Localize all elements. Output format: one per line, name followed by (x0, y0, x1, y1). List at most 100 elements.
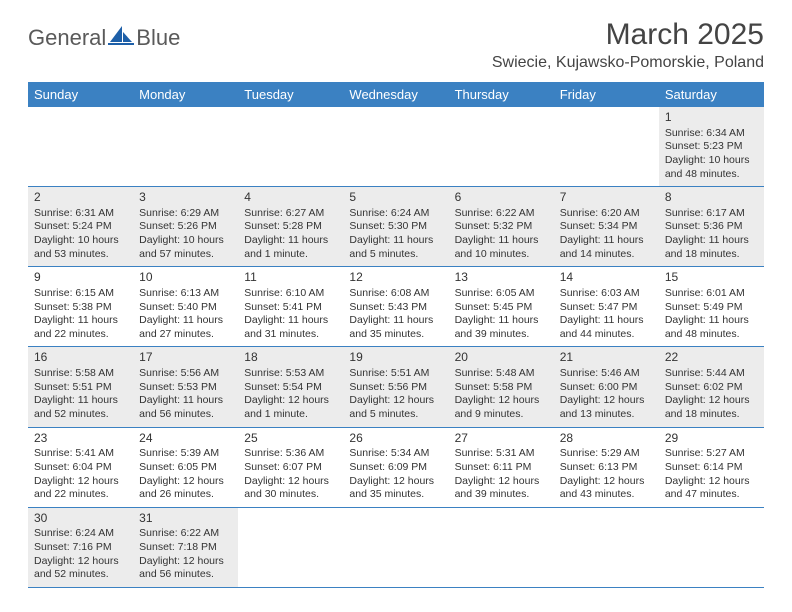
day-number: 14 (560, 270, 653, 286)
calendar-body: 1Sunrise: 6:34 AMSunset: 5:23 PMDaylight… (28, 107, 764, 587)
day-sunrise: Sunrise: 5:29 AM (560, 447, 653, 461)
day-sunrise: Sunrise: 5:51 AM (349, 367, 442, 381)
day-sunset: Sunset: 5:26 PM (139, 220, 232, 234)
calendar-cell-empty (238, 107, 343, 187)
day-number: 9 (34, 270, 127, 286)
day-daylight1: Daylight: 12 hours (244, 394, 337, 408)
day-number: 21 (560, 350, 653, 366)
day-daylight2: and 27 minutes. (139, 328, 232, 342)
day-daylight2: and 56 minutes. (139, 408, 232, 422)
day-sunrise: Sunrise: 5:39 AM (139, 447, 232, 461)
calendar-week: 1Sunrise: 6:34 AMSunset: 5:23 PMDaylight… (28, 107, 764, 187)
day-daylight1: Daylight: 12 hours (349, 394, 442, 408)
day-sunrise: Sunrise: 6:01 AM (665, 287, 758, 301)
calendar-cell: 4Sunrise: 6:27 AMSunset: 5:28 PMDaylight… (238, 187, 343, 267)
calendar-cell-empty (554, 507, 659, 587)
calendar-cell: 6Sunrise: 6:22 AMSunset: 5:32 PMDaylight… (449, 187, 554, 267)
day-number: 2 (34, 190, 127, 206)
calendar-cell: 14Sunrise: 6:03 AMSunset: 5:47 PMDayligh… (554, 267, 659, 347)
day-daylight2: and 56 minutes. (139, 568, 232, 582)
day-daylight2: and 35 minutes. (349, 488, 442, 502)
calendar-cell: 19Sunrise: 5:51 AMSunset: 5:56 PMDayligh… (343, 347, 448, 427)
calendar-cell: 29Sunrise: 5:27 AMSunset: 6:14 PMDayligh… (659, 427, 764, 507)
calendar-cell: 30Sunrise: 6:24 AMSunset: 7:16 PMDayligh… (28, 507, 133, 587)
day-daylight2: and 44 minutes. (560, 328, 653, 342)
day-daylight2: and 43 minutes. (560, 488, 653, 502)
day-sunrise: Sunrise: 6:34 AM (665, 127, 758, 141)
calendar-cell: 28Sunrise: 5:29 AMSunset: 6:13 PMDayligh… (554, 427, 659, 507)
day-daylight1: Daylight: 11 hours (455, 234, 548, 248)
day-daylight2: and 52 minutes. (34, 568, 127, 582)
day-daylight2: and 47 minutes. (665, 488, 758, 502)
day-daylight2: and 1 minute. (244, 408, 337, 422)
day-header: Monday (133, 82, 238, 107)
day-sunrise: Sunrise: 5:31 AM (455, 447, 548, 461)
calendar-cell: 15Sunrise: 6:01 AMSunset: 5:49 PMDayligh… (659, 267, 764, 347)
day-header: Sunday (28, 82, 133, 107)
day-daylight1: Daylight: 11 hours (349, 314, 442, 328)
day-number: 20 (455, 350, 548, 366)
day-sunset: Sunset: 5:36 PM (665, 220, 758, 234)
day-daylight1: Daylight: 11 hours (665, 314, 758, 328)
day-daylight1: Daylight: 11 hours (34, 394, 127, 408)
day-number: 5 (349, 190, 442, 206)
calendar-cell: 1Sunrise: 6:34 AMSunset: 5:23 PMDaylight… (659, 107, 764, 187)
day-daylight1: Daylight: 12 hours (665, 475, 758, 489)
day-sunrise: Sunrise: 6:24 AM (349, 207, 442, 221)
day-sunrise: Sunrise: 6:29 AM (139, 207, 232, 221)
day-number: 16 (34, 350, 127, 366)
day-daylight1: Daylight: 11 hours (560, 314, 653, 328)
location-subtitle: Swiecie, Kujawsko-Pomorskie, Poland (492, 54, 764, 72)
day-header: Thursday (449, 82, 554, 107)
month-title: March 2025 (492, 18, 764, 52)
day-sunset: Sunset: 5:28 PM (244, 220, 337, 234)
day-number: 24 (139, 431, 232, 447)
day-sunrise: Sunrise: 5:58 AM (34, 367, 127, 381)
day-sunset: Sunset: 5:30 PM (349, 220, 442, 234)
day-daylight2: and 57 minutes. (139, 248, 232, 262)
day-daylight1: Daylight: 11 hours (560, 234, 653, 248)
day-sunset: Sunset: 5:38 PM (34, 301, 127, 315)
logo-word2: Blue (136, 25, 180, 51)
day-sunrise: Sunrise: 5:56 AM (139, 367, 232, 381)
day-sunset: Sunset: 6:02 PM (665, 381, 758, 395)
day-number: 8 (665, 190, 758, 206)
day-sunset: Sunset: 5:56 PM (349, 381, 442, 395)
calendar-cell: 31Sunrise: 6:22 AMSunset: 7:18 PMDayligh… (133, 507, 238, 587)
day-sunrise: Sunrise: 5:53 AM (244, 367, 337, 381)
day-sunset: Sunset: 5:32 PM (455, 220, 548, 234)
day-daylight1: Daylight: 12 hours (34, 555, 127, 569)
day-daylight2: and 14 minutes. (560, 248, 653, 262)
day-number: 25 (244, 431, 337, 447)
day-daylight1: Daylight: 12 hours (139, 475, 232, 489)
day-sunrise: Sunrise: 5:44 AM (665, 367, 758, 381)
day-sunset: Sunset: 5:47 PM (560, 301, 653, 315)
calendar-cell: 26Sunrise: 5:34 AMSunset: 6:09 PMDayligh… (343, 427, 448, 507)
day-daylight1: Daylight: 12 hours (139, 555, 232, 569)
day-sunrise: Sunrise: 6:10 AM (244, 287, 337, 301)
day-daylight1: Daylight: 12 hours (244, 475, 337, 489)
day-daylight2: and 30 minutes. (244, 488, 337, 502)
day-sunrise: Sunrise: 6:13 AM (139, 287, 232, 301)
day-sunrise: Sunrise: 6:08 AM (349, 287, 442, 301)
day-sunrise: Sunrise: 6:15 AM (34, 287, 127, 301)
logo-sail-icon (108, 24, 134, 51)
day-sunrise: Sunrise: 5:46 AM (560, 367, 653, 381)
calendar-cell-empty (28, 107, 133, 187)
day-sunset: Sunset: 7:16 PM (34, 541, 127, 555)
day-daylight2: and 48 minutes. (665, 168, 758, 182)
day-daylight1: Daylight: 12 hours (455, 394, 548, 408)
calendar-table: SundayMondayTuesdayWednesdayThursdayFrid… (28, 82, 764, 588)
day-number: 1 (665, 110, 758, 126)
day-daylight1: Daylight: 10 hours (665, 154, 758, 168)
day-daylight1: Daylight: 12 hours (349, 475, 442, 489)
day-header-row: SundayMondayTuesdayWednesdayThursdayFrid… (28, 82, 764, 107)
day-sunrise: Sunrise: 5:41 AM (34, 447, 127, 461)
calendar-cell-empty (343, 107, 448, 187)
title-block: March 2025 Swiecie, Kujawsko-Pomorskie, … (492, 18, 764, 72)
day-daylight2: and 35 minutes. (349, 328, 442, 342)
calendar-cell: 27Sunrise: 5:31 AMSunset: 6:11 PMDayligh… (449, 427, 554, 507)
calendar-cell-empty (133, 107, 238, 187)
day-sunset: Sunset: 5:23 PM (665, 140, 758, 154)
calendar-cell: 24Sunrise: 5:39 AMSunset: 6:05 PMDayligh… (133, 427, 238, 507)
